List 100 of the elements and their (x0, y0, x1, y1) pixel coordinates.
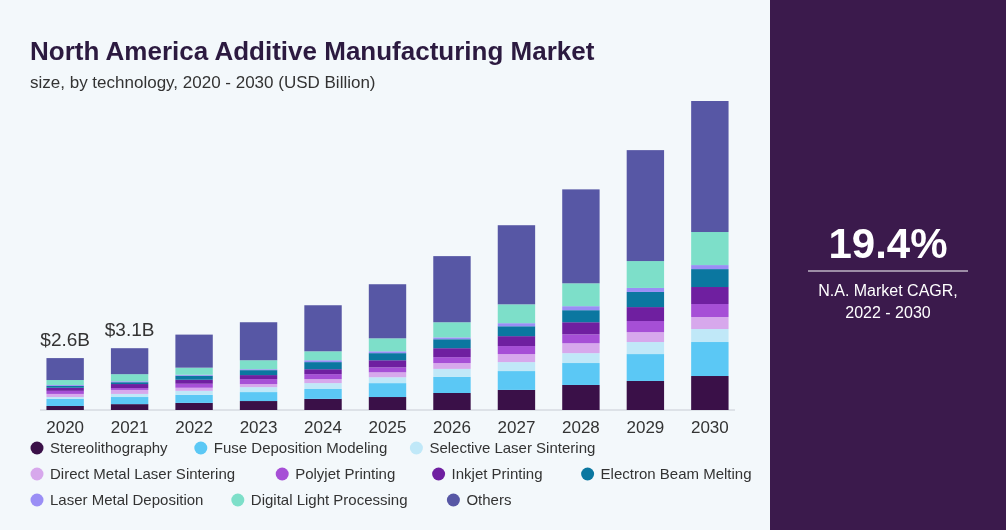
bar (691, 265, 729, 270)
bar (175, 383, 213, 388)
bar (562, 343, 600, 354)
bar (175, 390, 213, 395)
bar (497, 225, 536, 305)
bar (691, 287, 729, 305)
bar (433, 357, 471, 364)
bar (562, 353, 600, 364)
bar (691, 232, 729, 266)
bar (110, 389, 149, 394)
bar (562, 310, 600, 323)
annotation: $2.6B (40, 329, 90, 351)
bar (626, 354, 665, 381)
bar (239, 360, 278, 370)
bar (304, 305, 342, 352)
bar (368, 360, 407, 368)
bar (626, 380, 665, 410)
x-tick-label: 2023 (239, 418, 278, 437)
bar (175, 375, 213, 380)
legend-label: Others (466, 491, 512, 508)
bar (626, 291, 665, 308)
x-tick-label: 2020 (46, 418, 85, 437)
legend-label: Fuse Deposition Modeling (213, 439, 388, 456)
bar (304, 362, 342, 370)
bar (110, 374, 149, 382)
legend-label: Laser Metal Deposition (50, 491, 204, 508)
bar (433, 368, 471, 377)
bar (626, 332, 665, 343)
x-tick-label: 2021 (110, 418, 149, 437)
bar (304, 369, 342, 375)
bar (239, 379, 278, 385)
bar (626, 287, 665, 292)
bar (497, 354, 536, 363)
bar (626, 321, 665, 333)
bar (691, 304, 729, 317)
bar (110, 393, 149, 398)
bar (368, 284, 407, 339)
bar (239, 401, 278, 410)
legend-label: Inkjet Printing (451, 465, 543, 482)
bar (110, 397, 149, 405)
bar (46, 358, 84, 381)
bar (497, 389, 536, 410)
bar (304, 383, 342, 389)
bar (433, 339, 471, 349)
chart-title: North America Additive Manufacturing Market (30, 36, 595, 66)
bar (46, 380, 84, 385)
bar (239, 375, 278, 380)
x-tick-label: 2022 (175, 418, 213, 437)
bar (562, 384, 600, 410)
bar (175, 402, 213, 410)
legend-label: Direct Metal Laser Sintering (50, 465, 236, 482)
bar (304, 388, 342, 399)
bar (562, 334, 600, 344)
bar (562, 189, 600, 284)
bar (497, 336, 536, 347)
bar (368, 372, 407, 378)
annotation: $3.1B (104, 319, 155, 341)
bar (175, 334, 213, 368)
bar (497, 326, 536, 337)
bar (691, 101, 729, 233)
bar (110, 404, 149, 410)
bar (433, 393, 471, 410)
bar (626, 150, 665, 262)
bar (691, 316, 729, 330)
bar (239, 384, 278, 388)
bar (497, 304, 536, 324)
bar (433, 363, 471, 369)
legend-label: Selective Laser Sintering (429, 439, 596, 456)
legend-label: Digital Light Processing (250, 491, 408, 508)
bar (626, 342, 665, 355)
bar (497, 346, 536, 355)
text: 19.4% (828, 220, 948, 267)
x-tick-label: 2024 (304, 418, 342, 437)
bar (691, 342, 729, 377)
bar (562, 306, 600, 311)
bar (433, 322, 471, 338)
bar (239, 370, 278, 376)
bar (626, 261, 665, 288)
x-tick-label: 2027 (497, 418, 536, 437)
legend-label: Stereolithography (50, 439, 169, 456)
bar (110, 384, 149, 389)
legend-label: Electron Beam Melting (600, 465, 752, 482)
bar (110, 348, 149, 375)
bar (691, 376, 729, 410)
bar (626, 307, 665, 322)
bar (239, 322, 278, 361)
bar (368, 377, 407, 384)
bar (175, 387, 213, 391)
bar (46, 393, 84, 398)
bar (368, 397, 407, 410)
bar (562, 322, 600, 335)
x-tick-label: 2029 (626, 418, 665, 437)
bar (433, 256, 471, 323)
bar (562, 283, 600, 307)
x-tick-label: 2026 (433, 418, 471, 437)
bar (691, 329, 729, 343)
x-tick-label: 2025 (368, 418, 407, 437)
bar (368, 338, 407, 352)
bar (175, 394, 213, 403)
bar (433, 348, 471, 358)
